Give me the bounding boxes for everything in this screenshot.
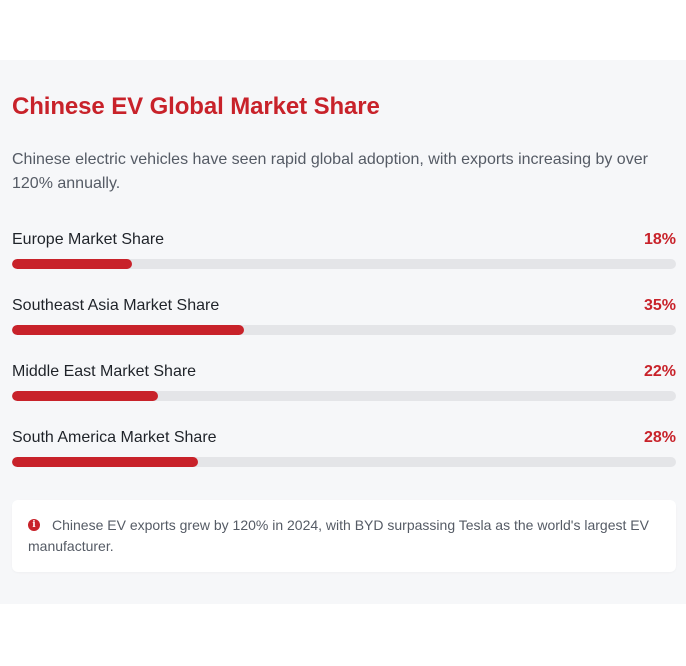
progress-track: [12, 259, 676, 269]
info-circle-icon: i: [28, 519, 40, 531]
card-description: Chinese electric vehicles have seen rapi…: [12, 151, 648, 192]
metric-value: 22%: [643, 363, 676, 380]
progress-track: [12, 391, 676, 401]
progress-track: [12, 325, 676, 335]
metric-southeast-asia: Southeast Asia Market Share 35%: [12, 296, 676, 336]
info-note: i Chinese EV exports grew by 120% in 202…: [12, 500, 676, 572]
metric-label: South America Market Share: [12, 429, 217, 446]
metric-label: Southeast Asia Market Share: [12, 297, 220, 314]
progress-fill: [12, 391, 159, 401]
metric-europe: Europe Market Share 18%: [12, 230, 676, 270]
metric-value: 28%: [643, 429, 676, 446]
metric-label: Europe Market Share: [12, 231, 165, 248]
card-title: Chinese EV Global Market Share: [12, 93, 380, 120]
metric-south-america: South America Market Share 28%: [12, 428, 676, 468]
metric-label: Middle East Market Share: [12, 363, 197, 380]
metric-value: 35%: [643, 297, 676, 314]
note-text: Chinese EV exports grew by 120% in 2024,…: [28, 517, 649, 554]
market-share-card: Chinese EV Global Market Share Chinese e…: [0, 60, 686, 604]
progress-fill: [12, 325, 245, 335]
metric-middle-east: Middle East Market Share 22%: [12, 362, 676, 402]
progress-fill: [12, 457, 198, 467]
progress-track: [12, 457, 676, 467]
progress-fill: [12, 259, 132, 269]
metric-value: 18%: [643, 231, 676, 248]
